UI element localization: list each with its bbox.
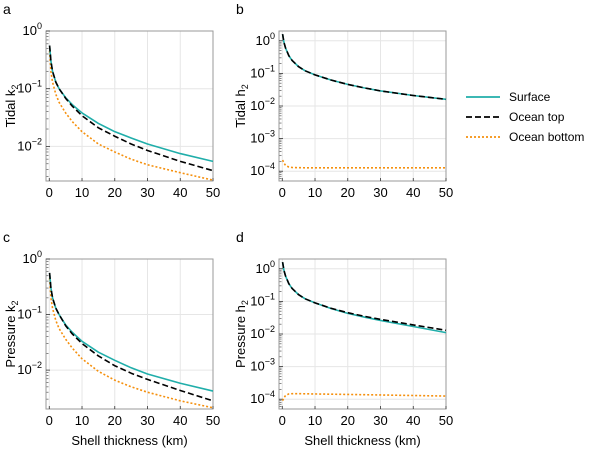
- x-tick-label: 50: [206, 413, 220, 428]
- panel-letter: c: [3, 229, 10, 245]
- y-tick-label: 10−1: [17, 79, 42, 96]
- y-tick-label: 100: [256, 31, 275, 48]
- legend-label: Ocean top: [509, 110, 565, 124]
- series-line-ocean-bottom: [281, 159, 446, 169]
- series-line-ocean-bottom: [281, 392, 447, 402]
- x-tick-label: 40: [173, 185, 187, 200]
- x-tick-label: 30: [373, 413, 387, 428]
- x-axis-title: Shell thickness (km): [71, 433, 187, 448]
- panel-a: a 0 10 20 30 40 50 100 10−1 10−2 Tidal k2: [3, 1, 220, 200]
- y-tick-label: 10−4: [250, 389, 275, 406]
- y-tick-label: 10−2: [250, 96, 275, 113]
- x-tick-label: 0: [46, 185, 53, 200]
- plot-frame: [45, 30, 214, 182]
- y-tick-label: 10−1: [17, 305, 42, 322]
- x-tick-label: 30: [140, 185, 154, 200]
- x-tick-label: 10: [308, 185, 322, 200]
- panel-letter: d: [236, 229, 244, 245]
- panel-b: b 0 10 20 30 40 50 100 10−1 10−2 10−3 10−4 Tidal h2: [233, 1, 453, 200]
- y-tick-label: 10−1: [250, 63, 275, 80]
- x-tick-label: 40: [406, 413, 420, 428]
- y-axis-title: Tidal h2: [233, 84, 250, 128]
- plot-frame: [45, 258, 214, 410]
- x-tick-label: 10: [75, 413, 89, 428]
- y-tick-label: 10−2: [17, 136, 42, 153]
- y-tick-label: 10−3: [250, 357, 275, 374]
- y-tick-label: 10−2: [17, 360, 42, 377]
- series-line-surface: [48, 272, 214, 392]
- y-tick-label: 10−1: [250, 291, 275, 308]
- y-tick-label: 100: [256, 259, 275, 276]
- x-tick-label: 20: [108, 185, 122, 200]
- series-line-ocean-top: [48, 272, 214, 402]
- x-tick-label: 40: [173, 413, 187, 428]
- series-line-surface: [281, 262, 447, 334]
- x-tick-label: 20: [108, 413, 122, 428]
- x-tick-label: 20: [341, 185, 355, 200]
- panel-d: d 0 10 20 30 40 50 100 10−1 10−2 10−3 10−4 Pressure …: [233, 229, 453, 448]
- series-line-ocean-bottom: [48, 50, 214, 181]
- x-tick-label: 20: [341, 413, 355, 428]
- legend-label: Surface: [509, 90, 551, 104]
- x-tick-label: 10: [75, 185, 89, 200]
- series-line-ocean-bottom: [48, 278, 214, 409]
- x-tick-label: 50: [439, 185, 453, 200]
- legend: Surface Ocean top Ocean bottom: [466, 90, 584, 144]
- y-tick-label: 10−3: [250, 129, 275, 146]
- series-line-ocean-top: [48, 45, 214, 172]
- series-line-ocean-top: [281, 34, 447, 101]
- y-tick-label: 100: [23, 249, 42, 266]
- x-tick-label: 50: [439, 413, 453, 428]
- y-tick-label: 100: [23, 21, 42, 38]
- x-tick-label: 0: [46, 413, 53, 428]
- legend-label: Ocean bottom: [509, 130, 584, 144]
- x-axis-title: Shell thickness (km): [304, 433, 420, 448]
- x-tick-label: 30: [140, 413, 154, 428]
- series-line-ocean-top: [281, 262, 447, 332]
- y-axis-title: Tidal k2: [3, 85, 20, 128]
- panel-letter: b: [236, 1, 244, 17]
- series-line-surface: [281, 34, 447, 101]
- x-tick-label: 0: [279, 185, 286, 200]
- panel-letter: a: [3, 1, 11, 17]
- x-tick-label: 10: [308, 413, 322, 428]
- y-tick-label: 10−2: [250, 324, 275, 341]
- y-axis-title: Pressure k2: [3, 300, 20, 367]
- y-axis-title: Pressure h2: [233, 300, 250, 368]
- x-tick-label: 40: [406, 185, 420, 200]
- x-tick-label: 0: [279, 413, 286, 428]
- x-tick-label: 50: [206, 185, 220, 200]
- y-tick-label: 10−4: [250, 161, 275, 178]
- x-tick-label: 30: [373, 185, 387, 200]
